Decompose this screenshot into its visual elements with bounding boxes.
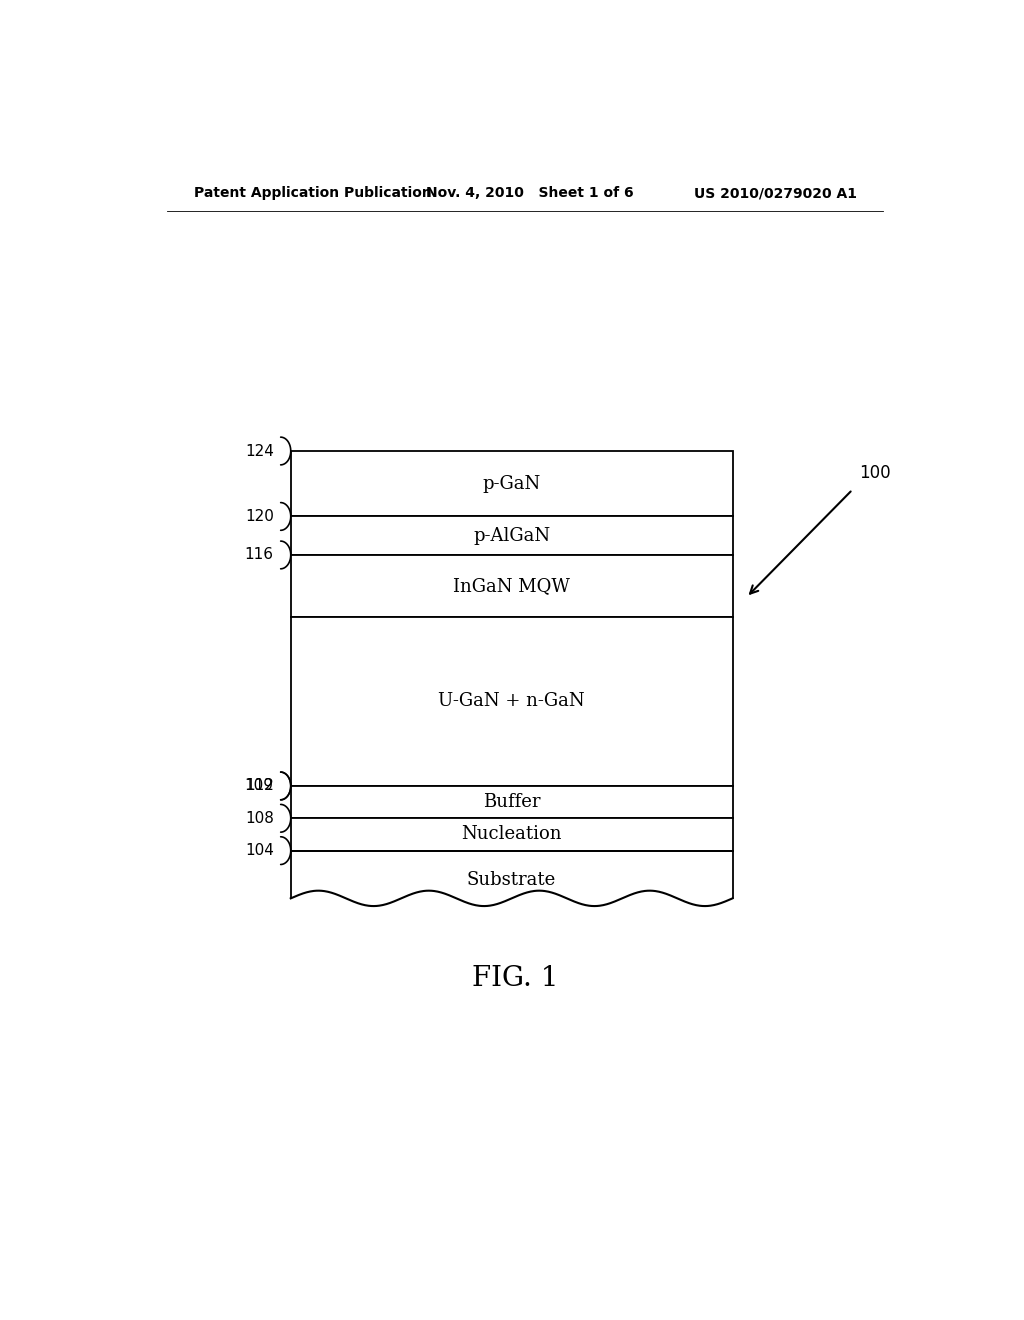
Text: p-AlGaN: p-AlGaN: [473, 527, 550, 545]
Text: 124: 124: [245, 444, 273, 458]
Text: FIG. 1: FIG. 1: [472, 965, 559, 991]
Text: 116: 116: [245, 548, 273, 562]
Text: 109: 109: [245, 779, 273, 793]
Text: 104: 104: [245, 843, 273, 858]
Text: US 2010/0279020 A1: US 2010/0279020 A1: [693, 186, 857, 201]
Text: Nucleation: Nucleation: [462, 825, 562, 843]
Bar: [291, 451, 732, 516]
Text: Buffer: Buffer: [483, 793, 541, 810]
Bar: [291, 616, 732, 785]
Bar: [291, 785, 732, 818]
Text: Substrate: Substrate: [467, 870, 556, 888]
Text: 120: 120: [245, 510, 273, 524]
Text: p-GaN: p-GaN: [482, 475, 541, 492]
Text: Nov. 4, 2010   Sheet 1 of 6: Nov. 4, 2010 Sheet 1 of 6: [426, 186, 634, 201]
Text: 108: 108: [245, 810, 273, 826]
Bar: [291, 516, 732, 554]
Text: 100: 100: [859, 463, 891, 482]
Bar: [291, 554, 732, 616]
Text: U-GaN + n-GaN: U-GaN + n-GaN: [438, 692, 585, 710]
Text: 112: 112: [245, 779, 273, 793]
Text: InGaN MQW: InGaN MQW: [454, 577, 570, 595]
Text: Patent Application Publication: Patent Application Publication: [194, 186, 432, 201]
Bar: [291, 818, 732, 850]
